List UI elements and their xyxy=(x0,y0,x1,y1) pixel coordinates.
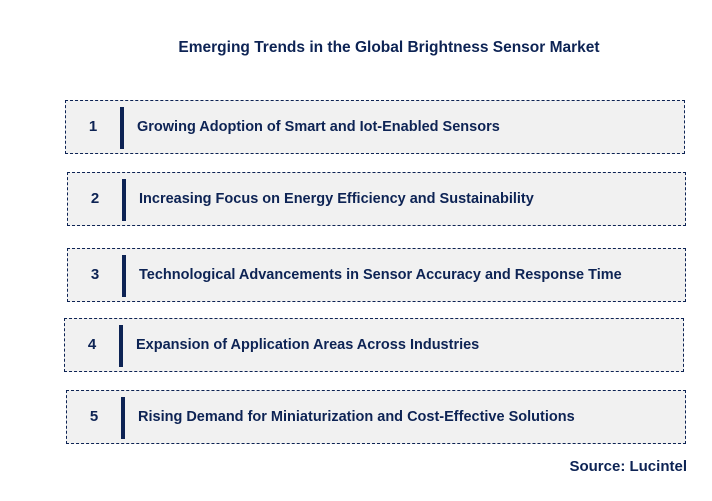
trend-item-3: 3 Technological Advancements in Sensor A… xyxy=(67,248,686,302)
trend-item-5: 5 Rising Demand for Miniaturization and … xyxy=(66,390,686,444)
trend-label: Increasing Focus on Energy Efficiency an… xyxy=(139,191,534,207)
trend-label: Rising Demand for Miniaturization and Co… xyxy=(138,409,575,425)
trend-number: 2 xyxy=(90,190,100,207)
divider-bar xyxy=(119,325,123,367)
trend-number: 1 xyxy=(88,118,98,135)
trend-item-4: 4 Expansion of Application Areas Across … xyxy=(64,318,684,372)
trend-number: 3 xyxy=(90,266,100,283)
diagram-title: Emerging Trends in the Global Brightness… xyxy=(178,39,600,56)
trend-label: Expansion of Application Areas Across In… xyxy=(136,337,480,353)
trend-label: Growing Adoption of Smart and Iot-Enable… xyxy=(137,119,500,135)
trend-item-1: 1 Growing Adoption of Smart and Iot-Enab… xyxy=(65,100,685,154)
divider-bar xyxy=(122,255,126,297)
source-credit: Source: Lucintel xyxy=(569,458,687,475)
divider-bar xyxy=(122,179,126,221)
trend-number: 5 xyxy=(89,408,99,425)
divider-bar xyxy=(121,397,125,439)
trend-label: Technological Advancements in Sensor Acc… xyxy=(139,267,622,283)
trend-item-2: 2 Increasing Focus on Energy Efficiency … xyxy=(67,172,686,226)
divider-bar xyxy=(120,107,124,149)
trend-number: 4 xyxy=(87,336,97,353)
